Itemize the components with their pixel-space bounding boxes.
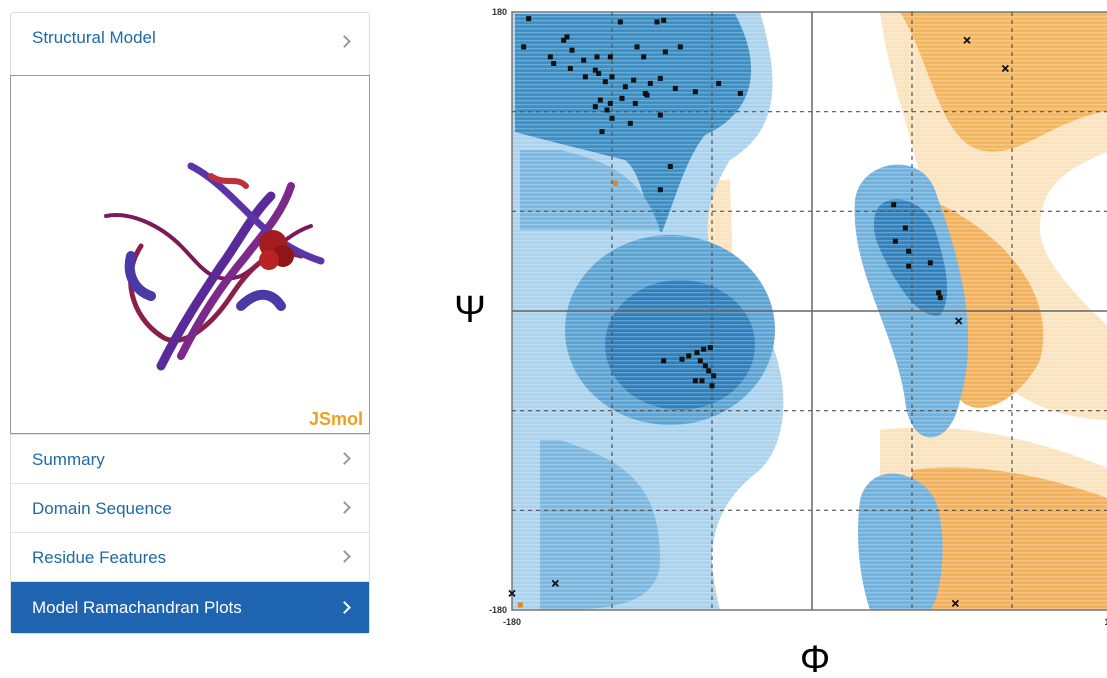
residue-point [593, 104, 598, 109]
residue-point [698, 358, 703, 363]
residue-point [613, 181, 618, 186]
residue-point [655, 19, 660, 24]
residue-point [906, 264, 911, 269]
menu-item[interactable]: Structural Model [11, 13, 369, 75]
residue-point [596, 71, 601, 76]
residue-point [645, 93, 650, 98]
residue-point [635, 44, 640, 49]
residue-point [551, 61, 556, 66]
residue-point [668, 164, 673, 169]
residue-point [893, 239, 898, 244]
structure-viewer[interactable]: JSmol [10, 75, 370, 434]
menu-item[interactable]: Summary [11, 434, 369, 483]
residue-point [648, 81, 653, 86]
residue-point [903, 225, 908, 230]
residue-point [610, 74, 615, 79]
y-axis-label: Ψ [454, 289, 486, 331]
residue-point [570, 48, 575, 53]
residue-point [598, 98, 603, 103]
residue-point [610, 116, 615, 121]
menu-item[interactable]: Residue Features [11, 532, 369, 581]
residue-point [686, 353, 691, 358]
residue-point [710, 383, 715, 388]
residue-point [663, 49, 668, 54]
residue-point [628, 121, 633, 126]
menu-item[interactable]: Model Ramachandran Plots [11, 581, 369, 633]
residue-point [708, 345, 713, 350]
residue-point [938, 295, 943, 300]
protein-render [11, 76, 367, 433]
residue-point [581, 58, 586, 63]
viewer-label: JSmol [309, 409, 363, 430]
residue-point [661, 358, 666, 363]
residue-point [680, 357, 685, 362]
residue-point [658, 76, 663, 81]
residue-point [608, 54, 613, 59]
residue-point [700, 378, 705, 383]
residue-point [526, 16, 531, 21]
x-tick-label: -180 [503, 617, 521, 627]
page: {"sidebar": {"items": ["Structural Model… [0, 0, 1107, 678]
residue-point [658, 112, 663, 117]
residue-point [631, 78, 636, 83]
residue-point [673, 86, 678, 91]
residue-point [928, 260, 933, 265]
residue-point [603, 79, 608, 84]
x-axis-label: Φ [800, 639, 830, 678]
residue-point [658, 187, 663, 192]
residue-point [716, 81, 721, 86]
residue-point [695, 350, 700, 355]
residue-point [548, 54, 553, 59]
sidebar-menu: Structural Model JSmol Summary Domain Se… [10, 12, 370, 634]
residue-point [711, 373, 716, 378]
residue-point [693, 89, 698, 94]
residue-point [595, 54, 600, 59]
residue-point [618, 19, 623, 24]
residue-point [521, 44, 526, 49]
residue-point [661, 18, 666, 23]
residue-point [620, 96, 625, 101]
residue-point [600, 129, 605, 134]
residue-point [738, 91, 743, 96]
residue-point [633, 101, 638, 106]
residue-point [641, 54, 646, 59]
residue-point [623, 84, 628, 89]
residue-point [605, 108, 610, 113]
residue-point [701, 347, 706, 352]
residue-point [678, 44, 683, 49]
residue-point [936, 290, 941, 295]
menu-item[interactable]: Domain Sequence [11, 483, 369, 532]
residue-point [891, 202, 896, 207]
y-tick-label: -180 [489, 605, 507, 615]
y-tick-label: 180 [492, 7, 507, 17]
residue-point [693, 378, 698, 383]
residue-point [568, 66, 573, 71]
residue-point [608, 101, 613, 106]
residue-point [518, 603, 523, 608]
residue-point [565, 34, 570, 39]
residue-point [703, 363, 708, 368]
residue-point [706, 368, 711, 373]
residue-point [583, 74, 588, 79]
residue-point [906, 249, 911, 254]
